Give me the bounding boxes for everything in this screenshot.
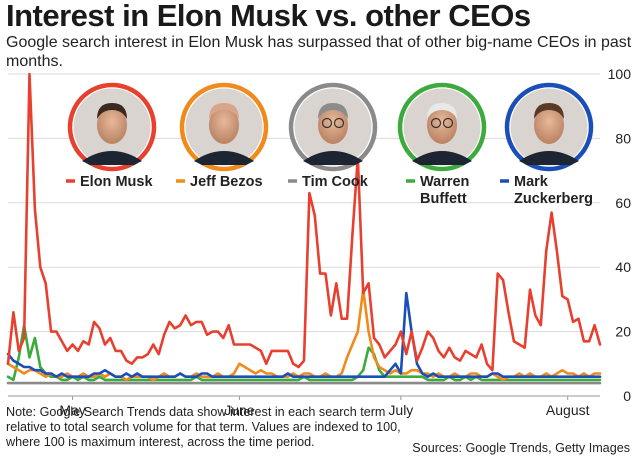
elon-musk-photo: [67, 82, 157, 172]
series-line-mark-zuckerberg: [6, 291, 602, 379]
y-tick-label: 40: [615, 259, 631, 275]
chart-subtitle: Google search interest in Elon Musk has …: [6, 34, 632, 70]
y-tick-label: 20: [615, 324, 631, 340]
series-lines: [6, 72, 602, 385]
legend-label: Elon Musk: [80, 174, 153, 190]
jeff-bezos-photo: [179, 82, 269, 172]
chart-title: Interest in Elon Musk vs. other CEOs: [6, 0, 531, 33]
footnote: Note: Google Search Trends data show int…: [6, 405, 401, 449]
series-line-elon-musk: [6, 72, 602, 372]
x-tick-label: May: [59, 402, 85, 418]
legend-label: Warren: [420, 174, 469, 190]
sources-credit: Sources: Google Trends, Getty Images: [412, 441, 630, 455]
tim-cook-photo: [288, 82, 378, 172]
y-tick-label: 60: [615, 195, 631, 211]
legend: Elon Musk Jeff Bezos Tim Cook WarrenBuffett…: [66, 82, 594, 207]
legend-label: Mark: [514, 174, 549, 190]
legend-label: Jeff Bezos: [190, 174, 263, 190]
x-tick-label: August: [546, 402, 590, 418]
mark-zuckerberg-photo: [504, 82, 594, 172]
y-tick-label: 80: [615, 130, 631, 146]
y-tick-label: 0: [623, 388, 631, 404]
x-tick-label: July: [388, 402, 413, 418]
y-axis: 0 20 40 60 80 100: [608, 66, 632, 404]
series-line-jeff-bezos: [6, 288, 602, 382]
x-tick-label: June: [224, 402, 255, 418]
legend-label: Buffett: [420, 191, 467, 207]
warren-buffett-photo: [397, 82, 487, 172]
legend-label: Zuckerberg: [514, 191, 593, 207]
y-tick-label: 100: [608, 66, 632, 82]
x-axis: May June July August: [59, 396, 590, 418]
legend-label: Tim Cook: [302, 174, 369, 190]
grid-lines: [8, 73, 600, 397]
